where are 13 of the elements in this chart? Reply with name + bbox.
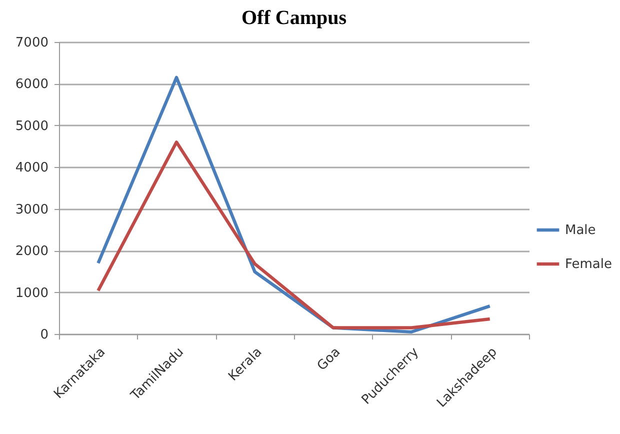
legend-label: Female <box>565 257 612 272</box>
y-tick-label: 2000 <box>15 244 48 260</box>
y-tick-label: 4000 <box>15 160 48 176</box>
x-tick-label: Goa <box>314 344 344 374</box>
chart-title: Off Campus <box>241 7 347 29</box>
y-tick-label: 0 <box>40 328 48 342</box>
y-tick-label: 3000 <box>15 202 48 218</box>
y-tick-label: 5000 <box>15 118 48 134</box>
y-tick-label: 7000 <box>15 36 48 50</box>
y-tick-label: 1000 <box>15 286 48 301</box>
line-series <box>96 140 492 330</box>
legend-label: Male <box>565 223 596 238</box>
y-tick-label: 6000 <box>15 77 48 92</box>
